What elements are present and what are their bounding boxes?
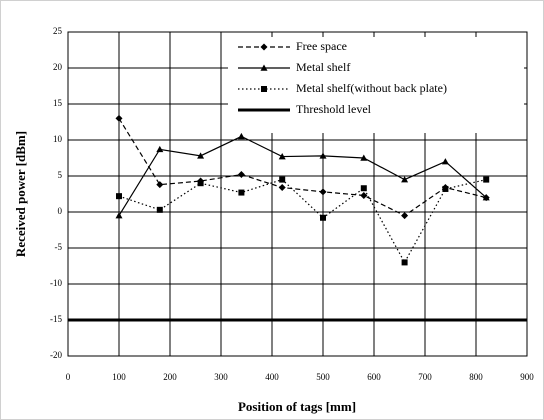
y-tick-label: 20 — [53, 62, 63, 72]
x-tick-label: 700 — [418, 372, 432, 382]
y-axis-label: Received power [dBm] — [13, 131, 28, 257]
marker — [360, 185, 367, 192]
x-tick-label: 900 — [520, 372, 534, 382]
marker — [156, 145, 164, 153]
marker — [237, 132, 245, 140]
legend-marker — [260, 43, 268, 51]
marker — [320, 214, 326, 221]
marker — [401, 176, 409, 183]
x-tick-label: 500 — [316, 372, 330, 382]
legend-marker — [260, 64, 268, 71]
marker — [116, 193, 122, 200]
marker — [401, 212, 409, 220]
legend-box — [228, 37, 524, 133]
x-tick-label: 600 — [367, 372, 381, 382]
marker — [278, 184, 286, 192]
marker — [197, 152, 205, 159]
legend-label: Threshold level — [296, 102, 372, 116]
legend-label: Metal shelf(without back plate) — [296, 81, 447, 95]
x-tick-label: 300 — [214, 372, 228, 382]
marker — [360, 154, 368, 161]
marker — [319, 152, 327, 159]
y-tick-label: -5 — [55, 242, 63, 252]
marker — [482, 194, 490, 201]
marker — [360, 191, 368, 199]
series-line — [118, 178, 487, 264]
x-axis-label: Position of tags [mm] — [238, 399, 356, 414]
y-tick-label: 0 — [58, 206, 63, 216]
legend-marker — [261, 86, 267, 92]
marker — [319, 188, 327, 196]
y-tick-label: -20 — [50, 350, 62, 360]
y-tick-label: -10 — [50, 278, 62, 288]
x-tick-label: 100 — [112, 372, 126, 382]
marker — [401, 259, 408, 266]
y-tick-label: 5 — [58, 170, 63, 180]
marker — [238, 189, 245, 196]
x-tick-label: 800 — [469, 372, 483, 382]
marker — [442, 185, 449, 192]
marker — [278, 153, 286, 160]
y-tick-label: 10 — [53, 134, 63, 144]
y-tick-label: 15 — [53, 98, 63, 108]
marker — [483, 176, 490, 183]
x-tick-label: 0 — [66, 372, 71, 382]
legend-label: Free space — [296, 39, 347, 53]
legend-label: Metal shelf — [296, 60, 350, 74]
x-tick-label: 200 — [163, 372, 177, 382]
series-line — [118, 118, 487, 217]
marker — [197, 180, 204, 187]
series-line — [118, 135, 487, 216]
marker — [237, 171, 245, 179]
y-tick-label: -15 — [50, 314, 62, 324]
marker — [279, 176, 286, 183]
marker — [441, 158, 449, 165]
y-tick-label: 25 — [53, 26, 63, 36]
marker — [115, 114, 123, 122]
x-tick-label: 400 — [265, 372, 279, 382]
marker — [115, 212, 123, 219]
legend: Free space Metal shelf Metal shelf(without… — [228, 37, 524, 133]
marker — [156, 206, 163, 213]
marker — [156, 181, 164, 189]
